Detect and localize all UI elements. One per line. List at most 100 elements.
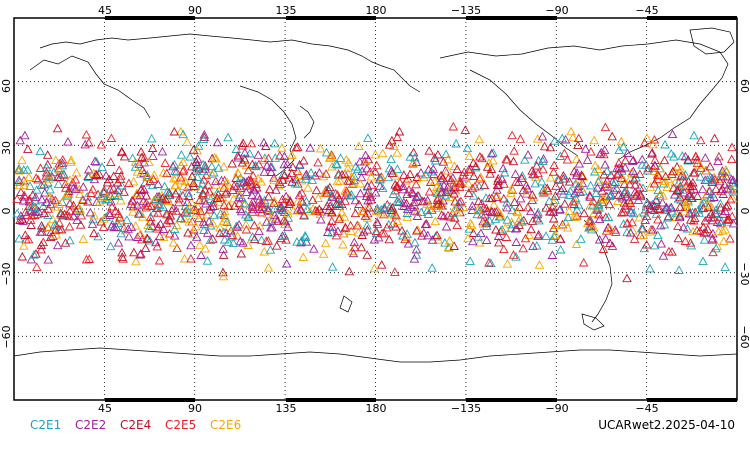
observation-triangle-marker	[635, 169, 645, 178]
observation-triangle-marker	[384, 140, 395, 149]
observation-triangle-marker	[287, 150, 297, 159]
observation-triangle-marker	[488, 148, 498, 157]
observation-triangle-marker	[200, 164, 211, 173]
observation-triangle-marker	[377, 172, 387, 182]
observation-triangle-marker	[218, 250, 229, 259]
observation-triangle-marker	[277, 194, 288, 204]
observation-triangle-marker	[338, 228, 349, 238]
observation-triangle-marker	[527, 216, 538, 225]
observation-triangle-marker	[263, 153, 274, 163]
observation-triangle-marker	[517, 217, 527, 226]
observation-triangle-marker	[106, 157, 116, 166]
observation-triangle-marker	[413, 191, 424, 200]
observation-triangle-marker	[178, 181, 189, 190]
observation-triangle-marker	[479, 180, 490, 190]
observation-triangle-marker	[345, 190, 355, 200]
observation-triangle-marker	[399, 197, 409, 207]
observation-triangle-marker	[727, 211, 737, 221]
observation-triangle-marker	[231, 221, 242, 231]
observation-triangle-marker	[486, 148, 497, 158]
observation-triangle-marker	[402, 208, 412, 217]
observation-triangle-marker	[439, 180, 449, 190]
observation-triangle-marker	[314, 168, 325, 177]
observation-triangle-marker	[706, 209, 716, 218]
observation-triangle-marker	[240, 198, 250, 208]
observation-triangle-marker	[452, 164, 462, 173]
observation-triangle-marker	[699, 198, 709, 207]
observation-triangle-marker	[193, 141, 204, 150]
observation-triangle-marker	[383, 172, 394, 182]
observation-triangle-marker	[398, 184, 409, 194]
observation-triangle-marker	[239, 199, 249, 209]
observation-triangle-marker	[122, 215, 132, 224]
observation-triangle-marker	[720, 224, 730, 234]
observation-triangle-marker	[212, 137, 223, 147]
observation-triangle-marker	[354, 141, 364, 150]
observation-triangle-marker	[145, 235, 155, 245]
observation-triangle-marker	[355, 178, 366, 188]
observation-triangle-marker	[198, 188, 208, 197]
observation-triangle-marker	[627, 217, 637, 227]
observation-triangle-marker	[52, 123, 63, 133]
observation-triangle-marker	[57, 160, 68, 170]
observation-triangle-marker	[449, 188, 459, 198]
observation-triangle-marker	[215, 222, 225, 232]
observation-triangle-marker	[75, 220, 86, 229]
observation-triangle-marker	[44, 193, 54, 203]
frame-tick-bar	[105, 398, 195, 402]
observation-triangle-marker	[633, 195, 644, 204]
observation-triangle-marker	[628, 208, 639, 218]
observation-triangle-marker	[188, 178, 199, 188]
observation-triangle-marker	[635, 189, 646, 199]
observation-triangle-marker	[282, 159, 293, 168]
observation-triangle-marker	[153, 179, 163, 189]
observation-triangle-marker	[430, 216, 441, 226]
observation-triangle-marker	[653, 170, 664, 180]
observation-triangle-marker	[720, 206, 731, 216]
coastline-new-zealand	[339, 295, 353, 313]
observation-triangle-marker	[488, 155, 498, 165]
observation-triangle-marker	[356, 172, 367, 182]
observation-triangle-marker	[533, 155, 544, 165]
observation-triangle-marker	[700, 153, 711, 162]
observation-triangle-marker	[411, 192, 421, 201]
legend-item-c2e1: C2E1	[30, 418, 61, 432]
observation-triangle-marker	[297, 175, 307, 185]
observation-triangle-marker	[517, 173, 527, 183]
observation-triangle-marker	[686, 240, 697, 250]
observation-triangle-marker	[15, 135, 25, 145]
observation-triangle-marker	[645, 263, 655, 273]
observation-triangle-marker	[161, 208, 172, 218]
observation-triangle-marker	[424, 146, 434, 155]
observation-triangle-marker	[291, 142, 301, 152]
observation-triangle-marker	[517, 171, 528, 180]
observation-triangle-marker	[247, 200, 258, 210]
observation-triangle-marker	[656, 238, 667, 248]
observation-triangle-marker	[520, 155, 530, 164]
observation-triangle-marker	[152, 203, 162, 212]
observation-triangle-marker	[55, 172, 65, 181]
observation-triangle-marker	[326, 227, 337, 237]
observation-triangle-marker	[235, 183, 246, 192]
observation-triangle-marker	[32, 185, 42, 194]
observation-triangle-marker	[467, 205, 477, 214]
observation-triangle-marker	[594, 209, 604, 219]
observation-triangle-marker	[716, 216, 727, 225]
observation-triangle-marker	[349, 171, 359, 180]
observation-triangle-marker	[336, 207, 347, 217]
observation-triangle-marker	[209, 210, 219, 220]
observation-triangle-marker	[510, 223, 521, 233]
observation-triangle-marker	[78, 182, 89, 191]
observation-triangle-marker	[61, 191, 71, 201]
observation-triangle-marker	[50, 195, 61, 205]
observation-triangle-marker	[680, 236, 691, 245]
observation-triangle-marker	[43, 204, 53, 213]
observation-triangle-marker	[585, 180, 596, 190]
observation-triangle-marker	[727, 142, 737, 152]
y-tick-label-left: −30	[0, 262, 13, 285]
observation-triangle-marker	[341, 155, 352, 164]
observation-triangle-marker	[271, 185, 281, 194]
observation-triangle-marker	[390, 179, 400, 189]
observation-triangle-marker	[323, 184, 333, 194]
observation-triangle-marker	[236, 206, 247, 216]
